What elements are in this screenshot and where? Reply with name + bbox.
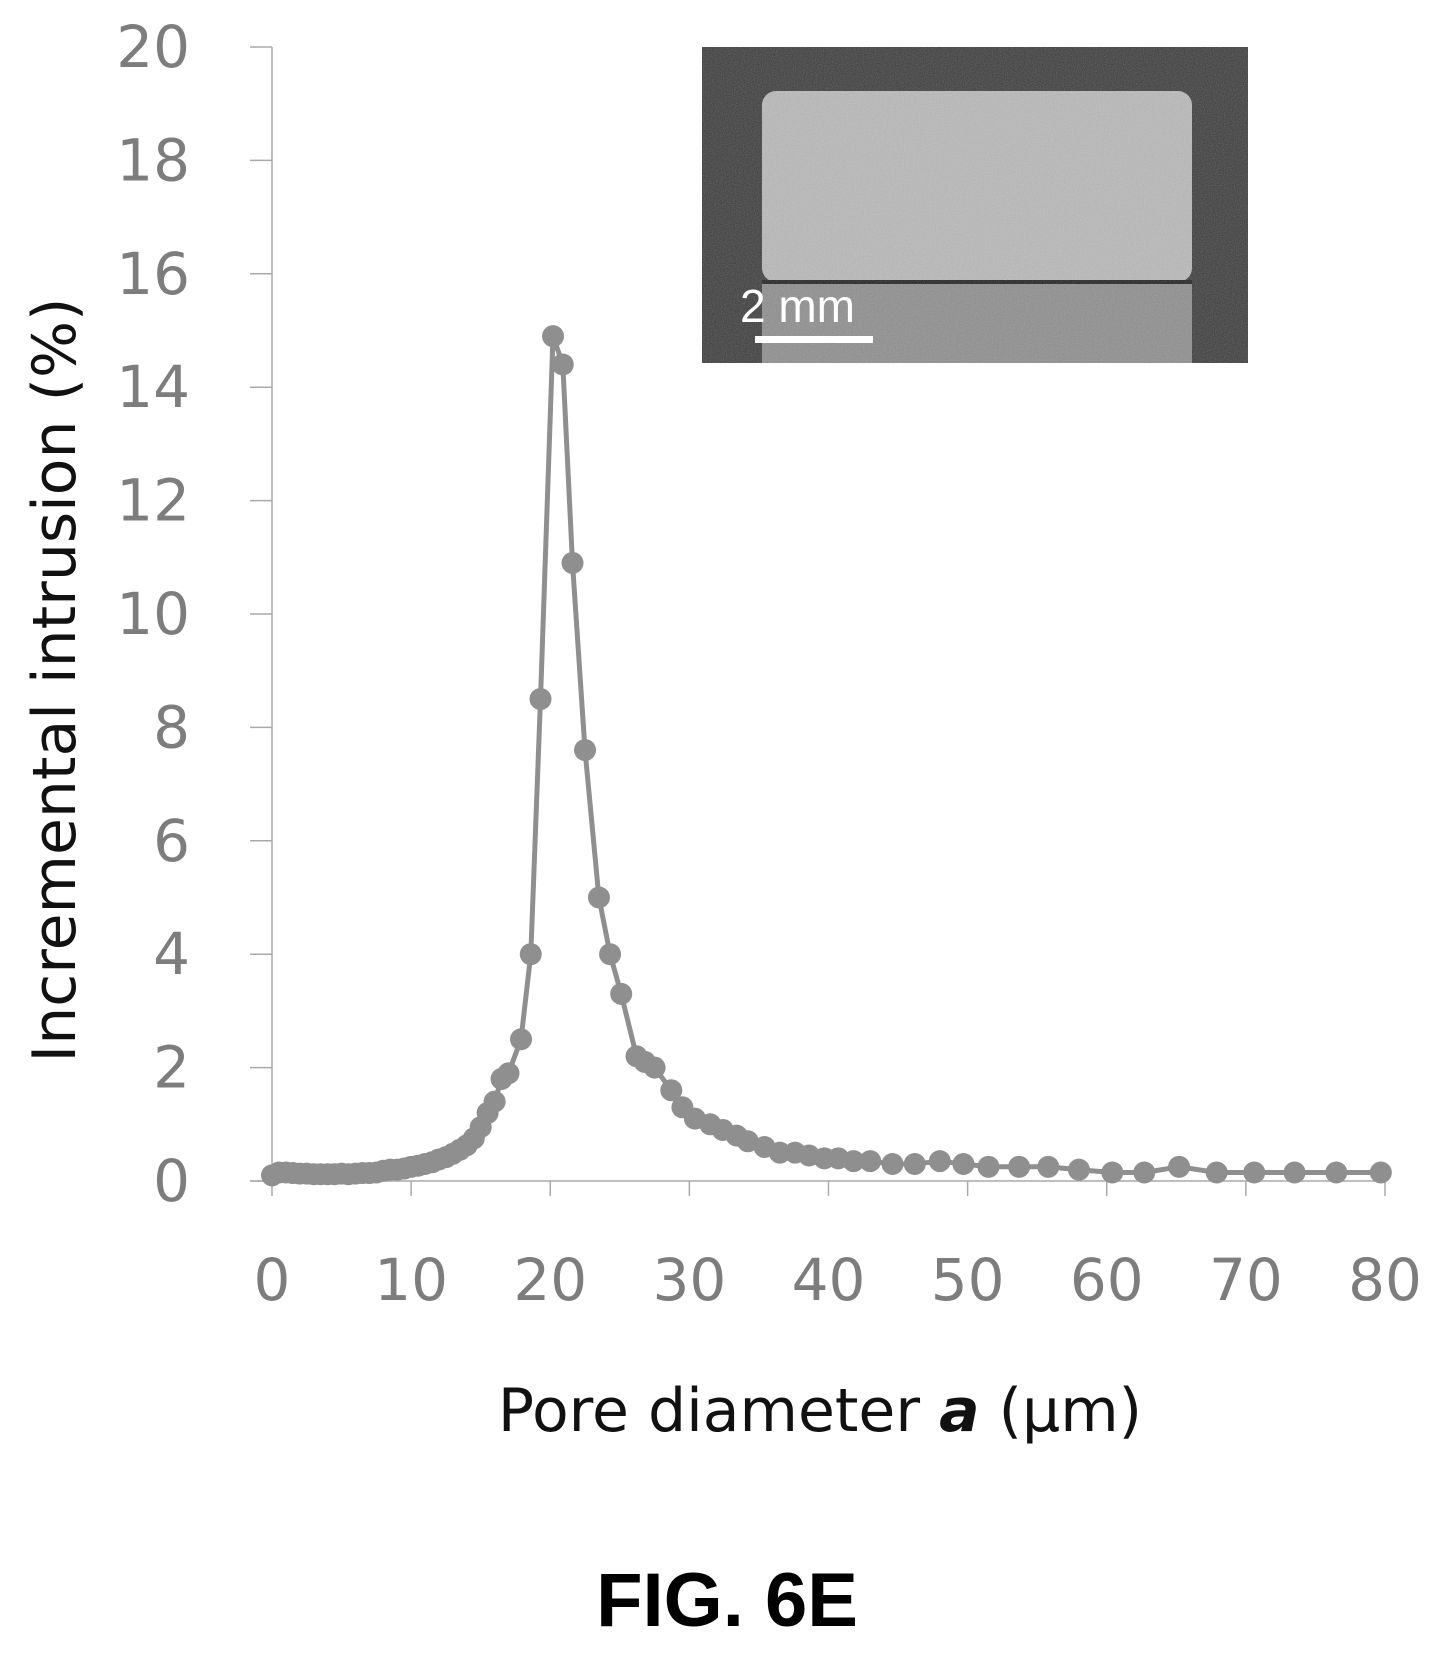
y-tick-label-6: 12	[116, 467, 190, 535]
figure-label: FIG. 6E	[596, 1558, 858, 1643]
data-point	[859, 1150, 882, 1173]
data-point	[1037, 1155, 1060, 1178]
x-tick-labels: 0 10 20 30 40 50 60 70 80	[254, 1246, 1422, 1314]
data-point	[542, 325, 565, 348]
y-tick-label-1: 2	[153, 1034, 190, 1102]
x-tick-label-3: 30	[652, 1246, 726, 1314]
data-point	[1283, 1161, 1306, 1184]
y-tick-label-10: 20	[116, 13, 190, 81]
y-tick-label-2: 4	[153, 920, 190, 988]
data-point	[903, 1152, 926, 1175]
data-point	[519, 943, 542, 966]
x-tick-label-0: 0	[254, 1246, 291, 1314]
x-axis-label-suffix: (μm)	[980, 1376, 1143, 1446]
data-point	[510, 1028, 533, 1051]
y-tick-label-8: 16	[116, 240, 190, 308]
data-point	[952, 1152, 975, 1175]
x-tick-label-4: 40	[792, 1246, 866, 1314]
data-point	[1369, 1161, 1392, 1184]
y-tick-label-9: 18	[116, 126, 190, 194]
data-point	[561, 551, 584, 574]
x-tick-label-5: 50	[931, 1246, 1005, 1314]
y-axis-label: Incremental intrusion (%)	[20, 298, 90, 1063]
data-point	[1205, 1161, 1228, 1184]
y-tick-label-3: 6	[153, 807, 190, 875]
data-point	[497, 1062, 520, 1085]
data-point	[610, 982, 633, 1005]
x-tick-label-6: 60	[1070, 1246, 1144, 1314]
data-point	[599, 943, 622, 966]
x-axis-label-prefix: Pore diameter	[498, 1376, 939, 1446]
y-tick-label-5: 10	[116, 580, 190, 648]
y-tick-labels: 0 2 4 6 8 10 12 14 16 18 20	[116, 13, 190, 1215]
data-point	[977, 1155, 1000, 1178]
x-axis-label-variable: a	[939, 1376, 980, 1446]
scale-bar	[755, 336, 873, 343]
inset-noise-overlay	[702, 47, 1248, 363]
data-point	[1325, 1161, 1348, 1184]
data-point	[660, 1079, 683, 1102]
data-point	[1133, 1161, 1156, 1184]
x-tick-label-8: 80	[1348, 1246, 1422, 1314]
scale-bar-label: 2 mm	[740, 280, 855, 332]
data-point	[483, 1090, 506, 1113]
data-point	[1243, 1161, 1266, 1184]
data-point	[551, 353, 574, 376]
data-point	[842, 1150, 865, 1173]
data-point	[587, 886, 610, 909]
x-tick-label-2: 20	[513, 1246, 587, 1314]
axes: 0 2 4 6 8 10 12 14 16 18 20 0 10 20 30 40 50 60 70 80	[116, 13, 1422, 1314]
data-point	[643, 1056, 666, 1079]
x-tick-label-1: 10	[374, 1246, 448, 1314]
y-tick-label-7: 14	[116, 353, 190, 421]
data-point	[529, 688, 552, 711]
inset-photo: 2 mm	[702, 47, 1248, 363]
data-point	[1168, 1155, 1191, 1178]
data-point	[1101, 1161, 1124, 1184]
x-tick-label-7: 70	[1209, 1246, 1283, 1314]
x-axis-label: Pore diameter a (μm)	[498, 1376, 1142, 1446]
y-tick-marks	[250, 46, 272, 1182]
data-point	[736, 1130, 759, 1153]
data-point	[928, 1150, 951, 1173]
data-series	[261, 325, 1392, 1187]
data-point	[1067, 1158, 1090, 1181]
y-tick-label-0: 0	[153, 1147, 190, 1215]
series-line-0	[271, 333, 1381, 1178]
data-point	[881, 1152, 904, 1175]
data-point	[768, 1141, 791, 1164]
data-point	[1008, 1155, 1031, 1178]
data-point	[574, 739, 597, 762]
y-tick-label-4: 8	[153, 693, 190, 761]
